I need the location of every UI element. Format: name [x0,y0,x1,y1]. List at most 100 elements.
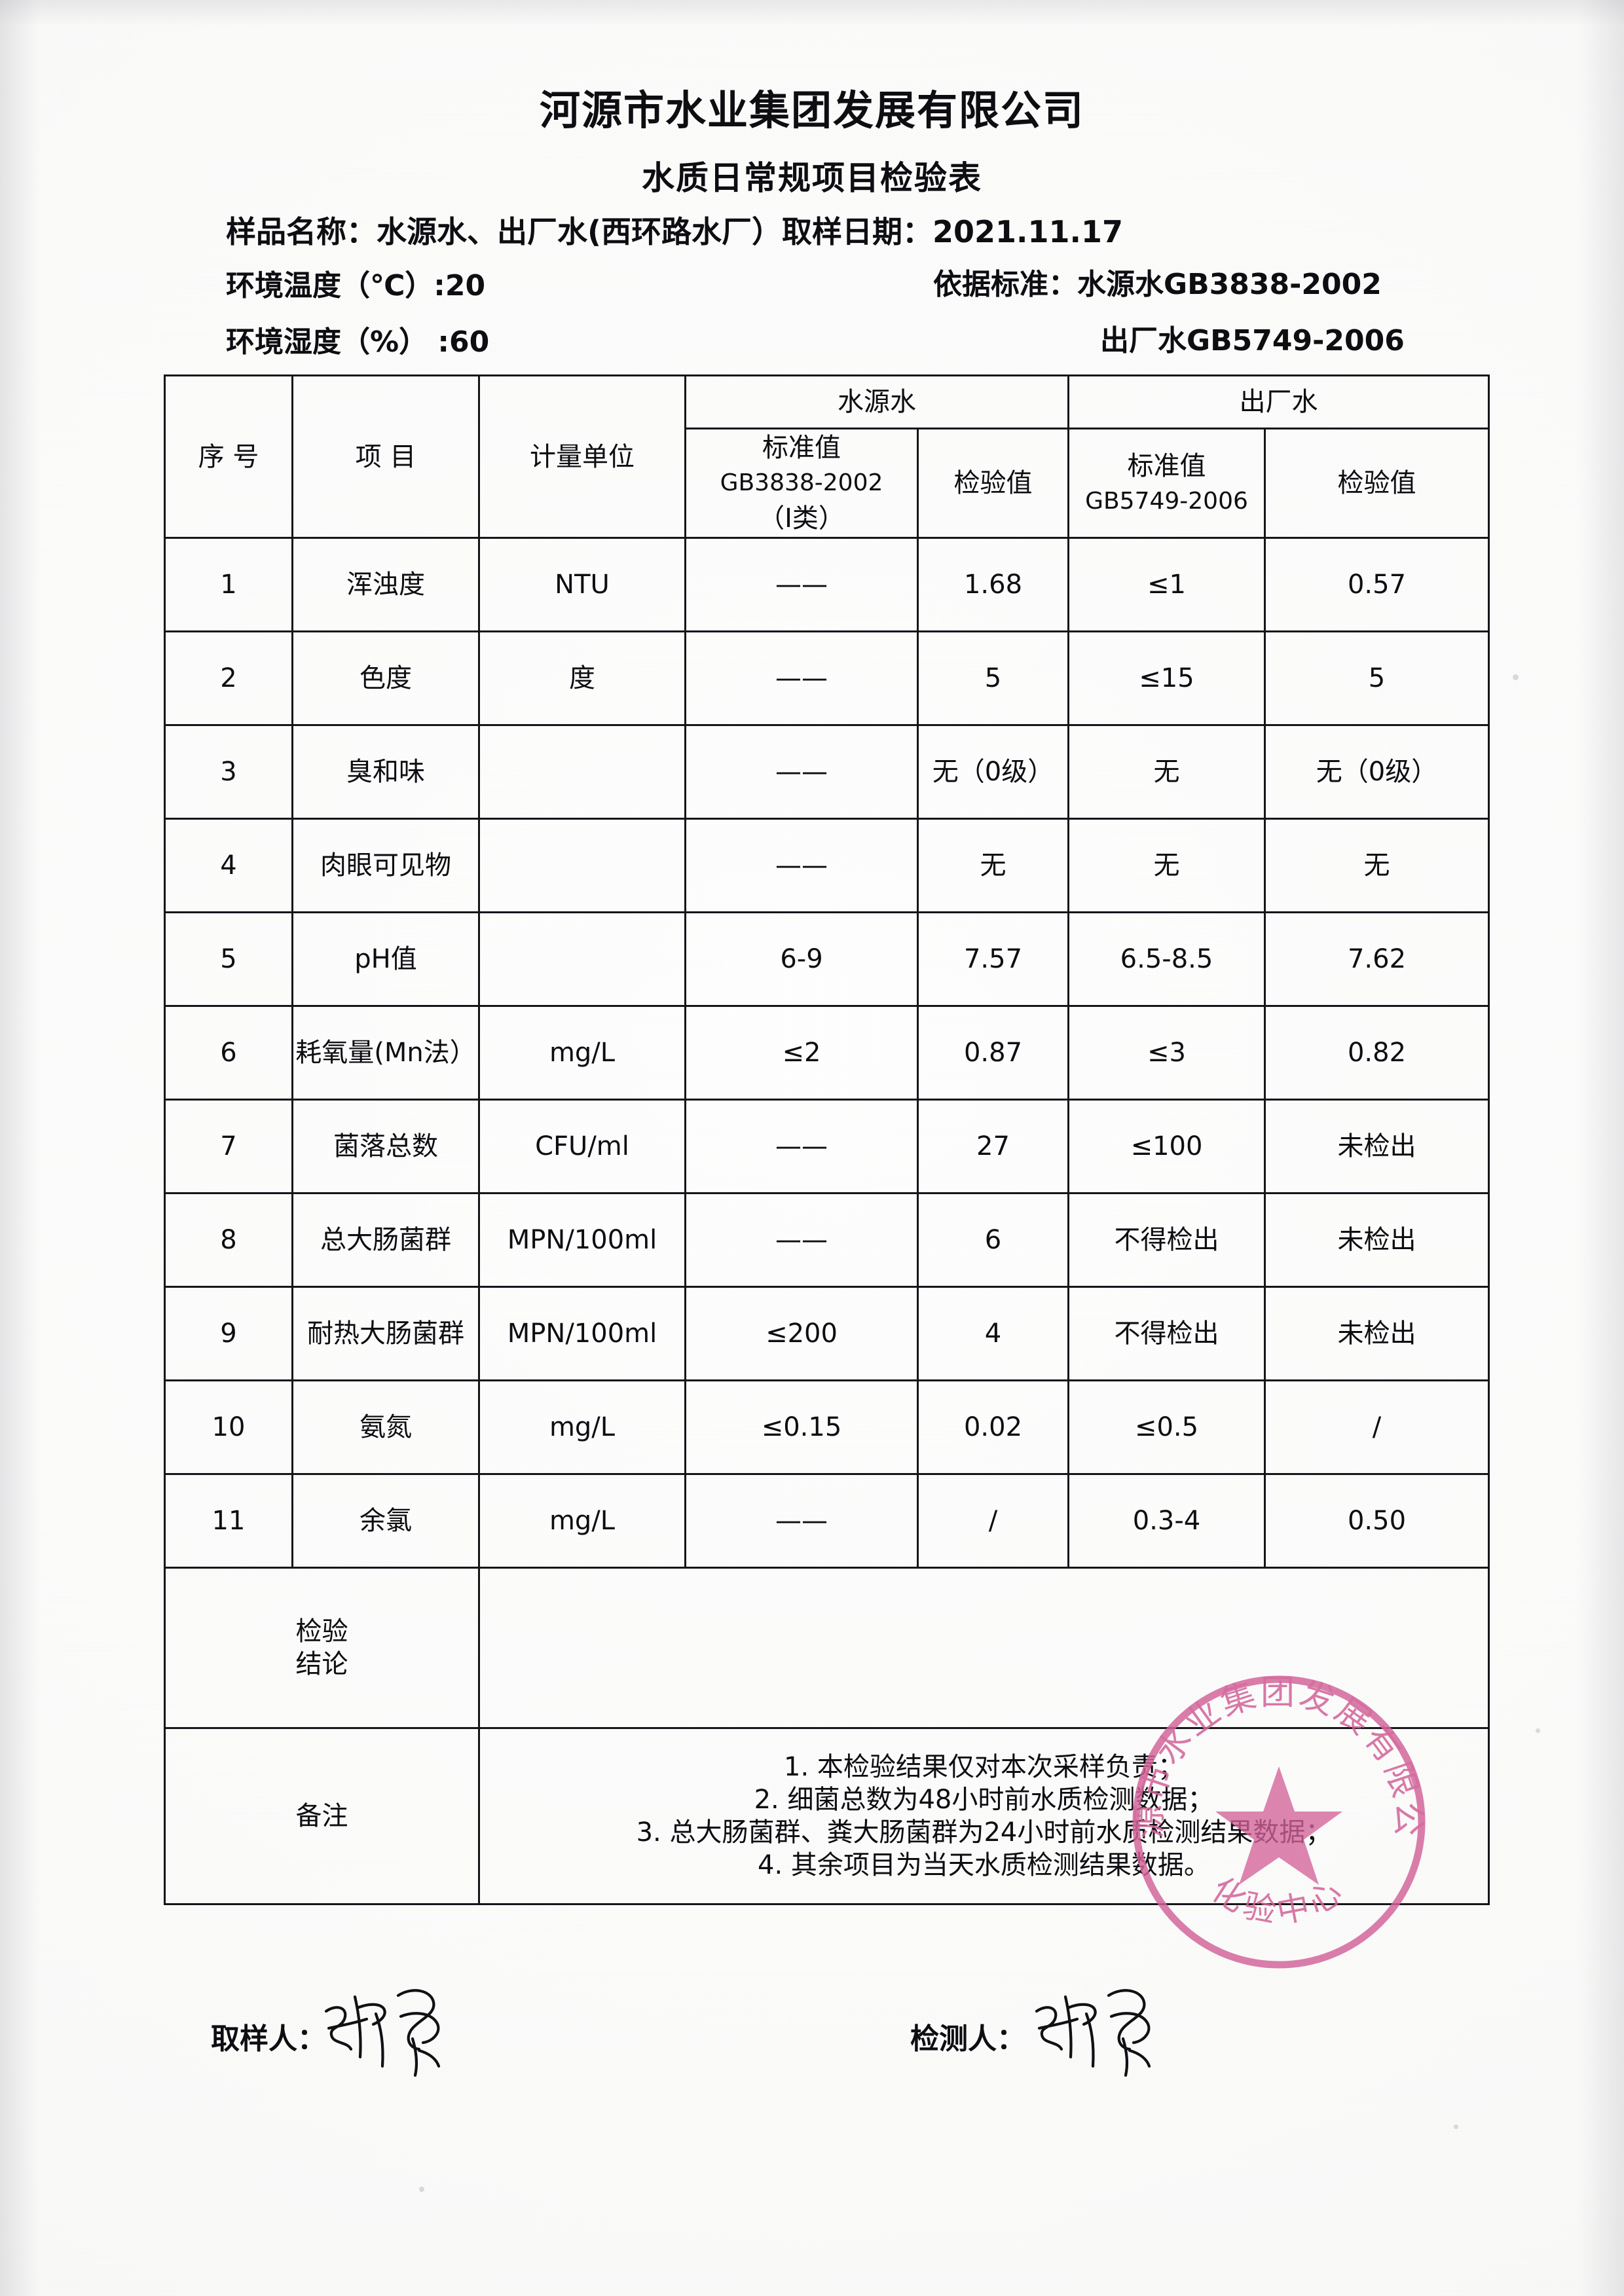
table-row: 2 色度度 —— 5 ≤15 5 [164,630,1490,727]
cell-no: 11 [164,1473,293,1569]
cell-source-value: 0.02 [917,1379,1069,1476]
th-group-source-water: 水源水 [684,374,1069,429]
table-foot: 检验 结论 备注 1. 本检验结果仅对本次采样负责； 2. 细菌总数为48小时前水… [164,1567,1490,1906]
cell-item: 耐热大肠菌群 [291,1286,480,1382]
cell-no: 6 [164,1005,293,1101]
conclusion-label: 检验 结论 [164,1567,480,1730]
cell-output-standard: ≤1 [1067,537,1266,633]
cell-output-value: 0.57 [1264,537,1490,633]
table-row: 9 耐热大肠菌群 MPN/100ml ≤200 4 不得检出 未检出 [164,1286,1490,1382]
conclusion-value [478,1567,1490,1730]
cell-source-standard: —— [684,724,919,820]
cell-no: 1 [164,537,293,633]
cell-output-value: 未检出 [1264,1192,1490,1288]
table-row: 7 菌落总数 CFU/ml —— 27 ≤100 未检出 [164,1099,1490,1195]
cell-unit [478,724,686,820]
cell-no: 3 [164,724,293,820]
standard-basis-line-2: 出厂水GB5749-2006 [1100,324,1405,357]
note-line: 1. 本检验结果仅对本次采样负责； [784,1752,1184,1783]
table-head: 序 号 项 目 计量单位 水源水 出厂水 标准值 GB3838-2002 （Ⅰ类… [164,374,1490,539]
cell-output-standard: 无 [1067,724,1266,820]
cell-source-value: 无 [917,818,1069,914]
scan-speck [1513,674,1519,680]
cell-output-standard: 无 [1067,818,1266,914]
cell-source-value: 1.68 [917,537,1069,633]
notes-content: 1. 本检验结果仅对本次采样负责； 2. 细菌总数为48小时前水质检测数据； 3. … [478,1727,1490,1906]
cell-output-standard: ≤0.5 [1067,1379,1266,1476]
cell-output-standard: ≤3 [1067,1005,1266,1101]
note-line: 3. 总大肠菌群、粪大肠菌群为24小时前水质检测结果数据； [636,1817,1332,1848]
cell-item: 总大肠菌群 [291,1192,480,1288]
cell-output-standard: 6.5-8.5 [1067,911,1266,1008]
cell-source-value: 0.87 [917,1005,1069,1101]
cell-no: 10 [164,1379,293,1476]
cell-source-value: 无（0级） [917,724,1069,820]
th-output-standard-l1: 标准值 [1127,451,1206,481]
cell-no: 4 [164,818,293,914]
company-name: 河源市水业集团发展有限公司 [539,86,1084,134]
cell-no: 7 [164,1099,293,1195]
table-row: 6 耗氧量(Mn法） mg/L ≤2 0.87 ≤3 0.82 [164,1005,1490,1101]
th-unit: 计量单位 [478,374,686,539]
cell-no: 9 [164,1286,293,1382]
cell-source-standard: ≤2 [684,1005,919,1101]
cell-item: 色度 [291,630,480,727]
cell-unit [478,818,686,914]
cell-item: 浑浊度 [291,537,480,633]
cell-output-value: 无（0级） [1264,724,1490,820]
table-row: 4 肉眼可见物 —— 无无无 [164,818,1490,914]
cell-source-standard: ≤0.15 [684,1379,919,1476]
sampler-label: 取样人： [211,2022,326,2056]
cell-source-standard: —— [684,1192,919,1288]
tester-label: 检测人： [910,2022,1025,2056]
th-group-output-water: 出厂水 [1067,374,1490,429]
scan-edge-shadow-right [1578,0,1624,2296]
results-table-wrapper: 序 号 项 目 计量单位 水源水 出厂水 标准值 GB3838-2002 （Ⅰ类… [164,374,1490,1906]
cell-unit: MPN/100ml [478,1192,686,1288]
th-source-standard-l1: 标准值 [762,433,841,463]
cell-item: 菌落总数 [291,1099,480,1195]
notes-label: 备注 [164,1727,480,1906]
conclusion-label-line2: 结论 [295,1649,348,1680]
table-header-group-row: 序 号 项 目 计量单位 水源水 出厂水 [164,374,1490,539]
th-output-standard: 标准值 GB5749-2006 [1067,427,1266,539]
scan-edge-shadow-left [0,0,39,2296]
cell-output-value: 0.50 [1264,1473,1490,1569]
cell-output-value: 7.62 [1264,911,1490,1008]
note-line: 2. 细菌总数为48小时前水质检测数据； [754,1785,1214,1815]
cell-source-standard: —— [684,818,919,914]
cell-source-value: 7.57 [917,911,1069,1008]
sampler-signature-ink [321,1971,471,2082]
th-output-value: 检验值 [1264,427,1490,539]
cell-item: 耗氧量(Mn法） [291,1005,480,1101]
cell-item: 余氯 [291,1473,480,1569]
sample-name-line: 样品名称：水源水、出厂水(西环路水厂）取样日期：2021.11.17 [226,214,1124,249]
cell-item: pH值 [291,911,480,1008]
cell-source-value: 27 [917,1099,1069,1195]
cell-source-standard: —— [684,1099,919,1195]
cell-unit: NTU [478,537,686,633]
conclusion-label-line1: 检验 [295,1616,348,1647]
scan-speck [419,2187,424,2192]
cell-output-value: / [1264,1379,1490,1476]
cell-source-standard: ≤200 [684,1286,919,1382]
th-source-value: 检验值 [917,427,1069,539]
cell-source-standard: —— [684,1473,919,1569]
cell-unit: MPN/100ml [478,1286,686,1382]
cell-unit: mg/L [478,1473,686,1569]
cell-output-value: 0.82 [1264,1005,1490,1101]
cell-unit: 度 [478,630,686,727]
cell-output-standard: 0.3-4 [1067,1473,1266,1569]
cell-source-standard: —— [684,630,919,727]
table-row: 11 余氯 mg/L ——/0.3-4 0.50 [164,1473,1490,1569]
table-row: 10 氨氮 mg/L ≤0.15 0.02 ≤0.5/ [164,1379,1490,1476]
cell-item: 氨氮 [291,1379,480,1476]
cell-source-value: / [917,1473,1069,1569]
note-line: 4. 其余项目为当天水质检测结果数据。 [758,1850,1210,1881]
cell-output-standard: 不得检出 [1067,1286,1266,1382]
cell-output-standard: ≤100 [1067,1099,1266,1195]
cell-source-value: 6 [917,1192,1069,1288]
cell-source-value: 4 [917,1286,1069,1382]
notes-row: 备注 1. 本检验结果仅对本次采样负责； 2. 细菌总数为48小时前水质检测数据；… [164,1727,1490,1906]
